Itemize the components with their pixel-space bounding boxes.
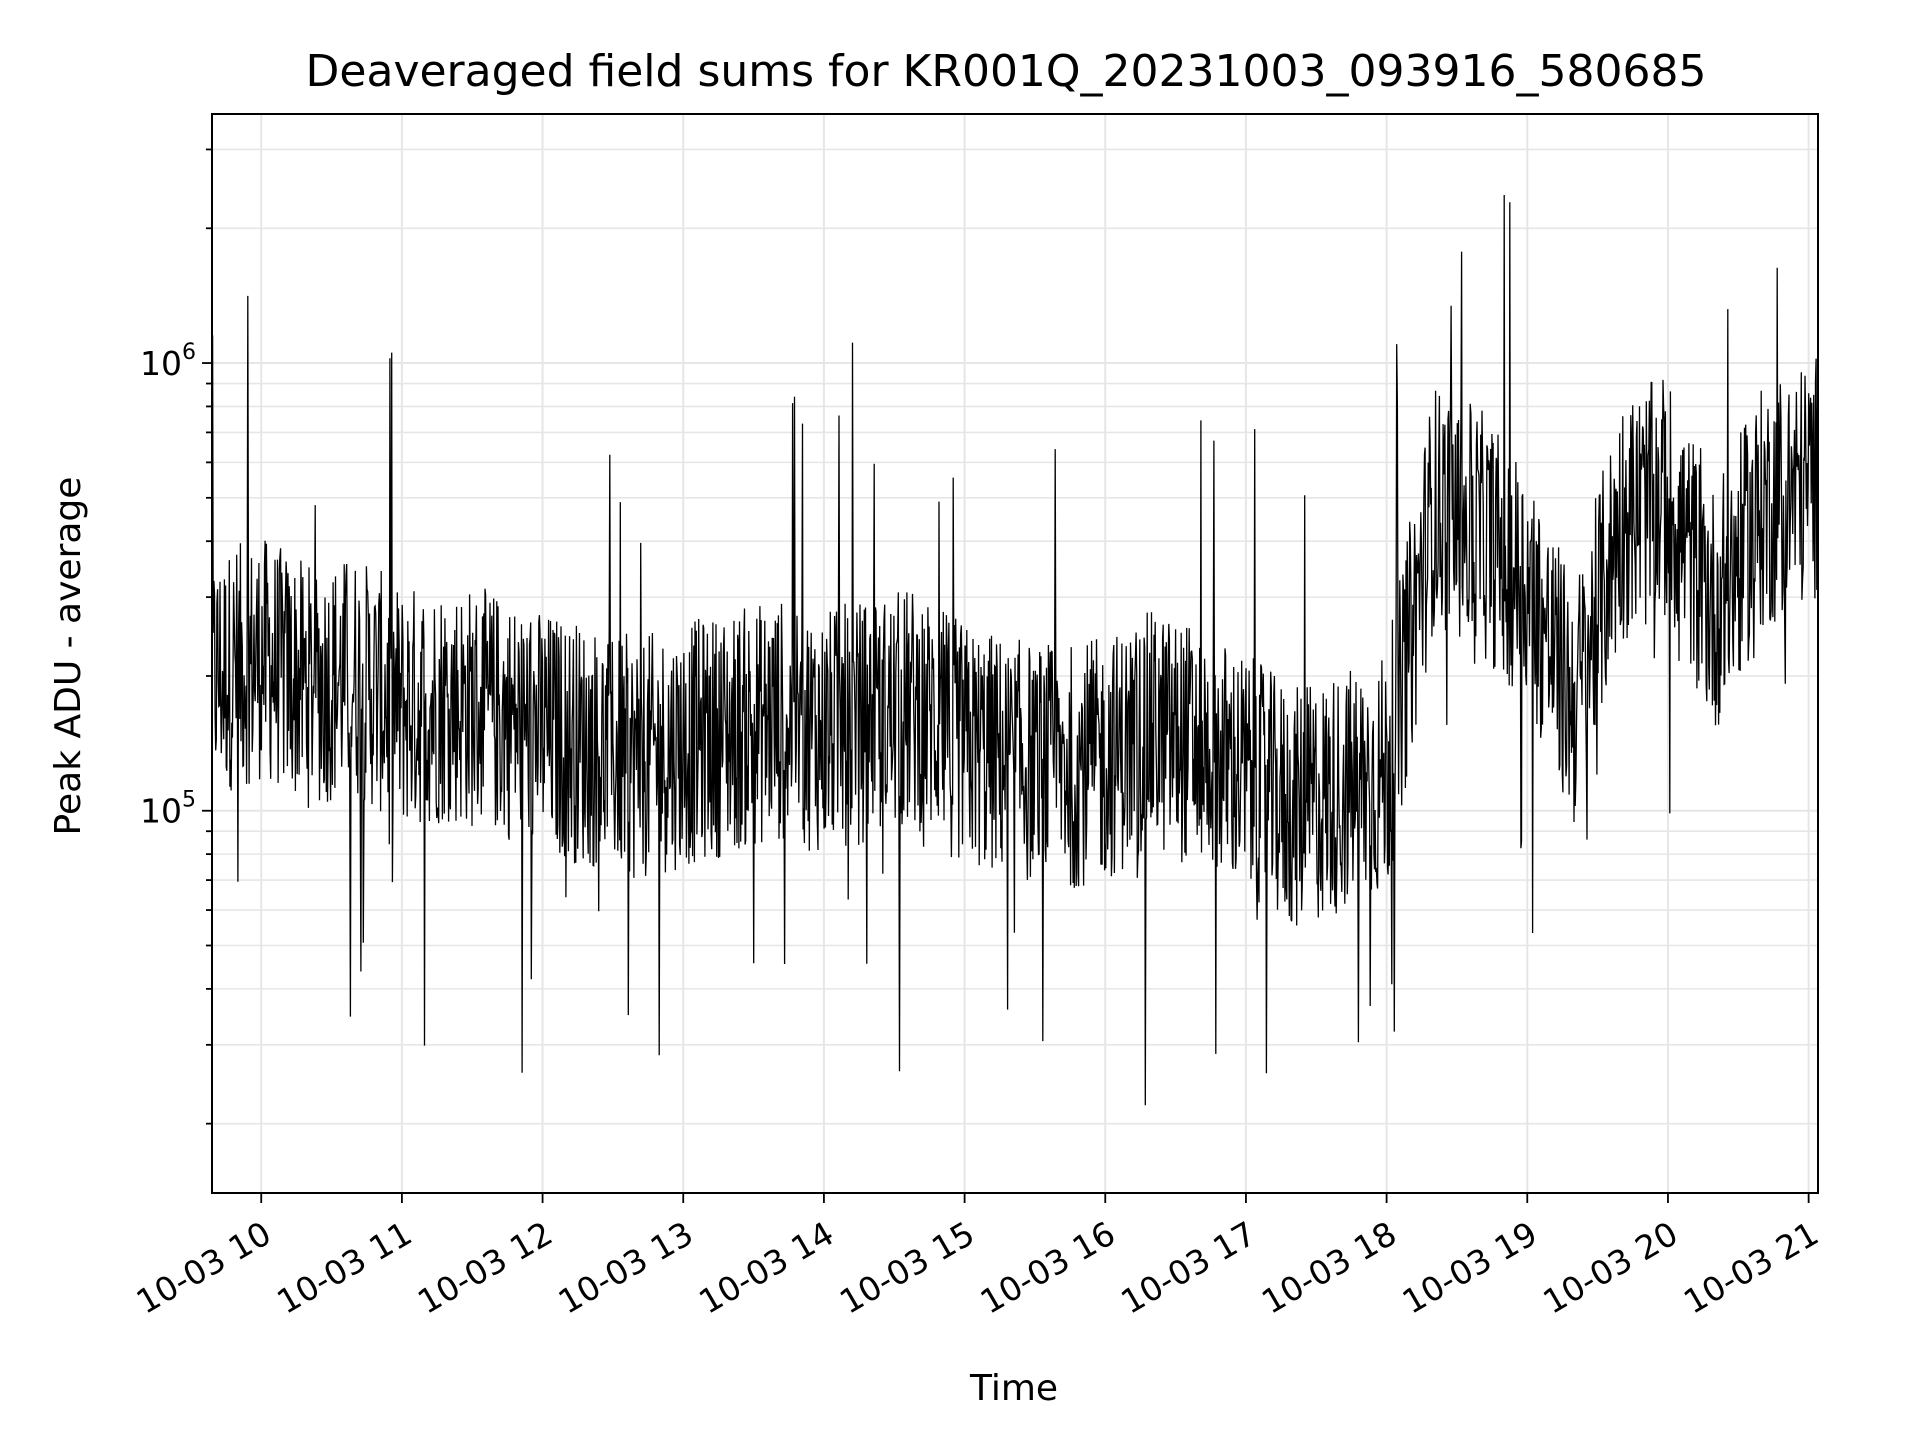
x-tick-label: 10-03 17 [1114,1214,1262,1322]
x-tick-label: 10-03 20 [1536,1214,1684,1322]
y-tick-label: 106 [140,340,196,383]
data-series [211,194,1819,1106]
x-tick-label: 10-03 21 [1677,1214,1825,1322]
x-tick-label: 10-03 12 [411,1214,559,1322]
y-axis-label: Peak ADU - average [48,477,89,836]
x-tick-label: 10-03 19 [1396,1214,1544,1322]
x-tick-label: 10-03 14 [692,1214,840,1322]
grid [212,114,1818,1193]
x-tick-label: 10-03 18 [1255,1214,1403,1322]
plot-frame [211,113,1819,1194]
x-tick-label: 10-03 16 [974,1214,1122,1322]
chart-title: Deaveraged field sums for KR001Q_2023100… [306,46,1707,97]
series-line [211,194,1819,1106]
y-tick-label: 105 [140,788,196,831]
x-tick-label: 10-03 13 [552,1214,700,1322]
x-tick-label: 10-03 11 [270,1214,418,1322]
x-tick-label: 10-03 10 [130,1214,278,1322]
x-tick-label: 10-03 15 [833,1214,981,1322]
x-axis-label: Time [969,1368,1058,1409]
